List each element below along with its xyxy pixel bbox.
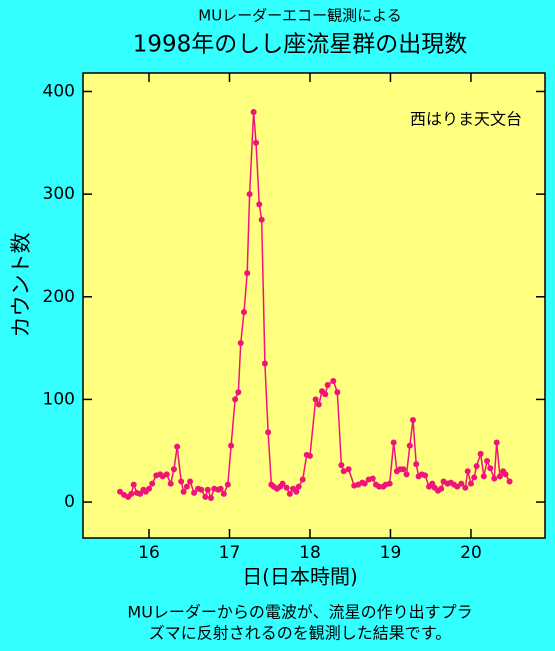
data-point xyxy=(220,490,227,497)
data-point xyxy=(232,396,239,403)
data-point xyxy=(180,488,187,495)
data-point xyxy=(253,139,260,146)
data-point xyxy=(422,472,429,479)
data-point xyxy=(170,466,177,473)
data-point xyxy=(286,490,293,497)
footnote: MUレーダーからの電波が、流星の作り出すプラ xyxy=(127,603,472,622)
x-tick-label: 20 xyxy=(460,543,482,563)
data-point xyxy=(340,468,347,475)
data-point xyxy=(484,458,491,465)
data-point xyxy=(130,481,137,488)
data-point xyxy=(265,429,272,436)
y-tick-label: 200 xyxy=(43,287,75,307)
data-point xyxy=(240,309,247,316)
chart-title: 1998年のしし座流星群の出現数 xyxy=(133,32,468,58)
x-tick-label: 18 xyxy=(299,543,321,563)
y-tick-label: 400 xyxy=(43,81,75,101)
data-point xyxy=(167,480,174,487)
data-point xyxy=(283,484,290,491)
data-point xyxy=(224,481,231,488)
data-point xyxy=(471,474,478,481)
data-point xyxy=(487,465,494,472)
data-point xyxy=(163,471,170,478)
data-point xyxy=(174,443,181,450)
data-point xyxy=(502,471,509,478)
data-point xyxy=(198,486,205,493)
data-point xyxy=(467,480,474,487)
x-tick-label: 16 xyxy=(138,543,160,563)
data-point xyxy=(330,377,337,384)
data-point xyxy=(462,484,469,491)
data-point xyxy=(258,216,265,223)
data-point xyxy=(217,485,224,492)
data-point xyxy=(204,486,211,493)
y-axis-label: カウント数 xyxy=(9,233,33,338)
data-point xyxy=(293,488,300,495)
chart-subtitle: MUレーダーエコー観測による xyxy=(198,7,401,25)
data-point xyxy=(477,450,484,457)
y-tick-label: 300 xyxy=(43,184,75,204)
data-point xyxy=(406,442,413,449)
data-point xyxy=(338,462,345,469)
data-point xyxy=(506,478,513,485)
data-point xyxy=(369,475,376,482)
data-point xyxy=(187,478,194,485)
data-point xyxy=(183,483,190,490)
data-point xyxy=(390,439,397,446)
annotation: 西はりま天文台 xyxy=(410,110,522,129)
data-point xyxy=(299,476,306,483)
data-point xyxy=(178,478,185,485)
data-point xyxy=(279,480,286,487)
data-point xyxy=(306,452,313,459)
data-point xyxy=(207,494,214,501)
data-point xyxy=(361,480,368,487)
data-point xyxy=(146,485,152,492)
data-point xyxy=(244,270,251,277)
plot-area xyxy=(82,72,546,539)
data-point xyxy=(250,109,257,116)
data-point xyxy=(345,466,352,473)
data-point xyxy=(235,389,242,396)
data-point xyxy=(315,401,322,408)
data-point xyxy=(228,442,235,449)
x-axis-label: 日(日本時間) xyxy=(242,565,358,589)
data-point xyxy=(458,480,465,487)
data-point xyxy=(386,480,393,487)
data-point xyxy=(403,471,410,478)
data-point xyxy=(137,490,144,497)
data-point xyxy=(237,339,244,346)
footnote: ズマに反射されるのを観測した結果です。 xyxy=(149,624,451,643)
data-point xyxy=(496,473,503,480)
data-point xyxy=(261,360,268,367)
data-point xyxy=(493,439,500,446)
data-point xyxy=(149,480,156,487)
data-point xyxy=(413,461,420,468)
data-point xyxy=(322,391,329,398)
data-point xyxy=(491,475,498,482)
data-point xyxy=(128,490,135,497)
data-point xyxy=(312,396,319,403)
x-tick-label: 17 xyxy=(219,543,241,563)
x-tick-label: 19 xyxy=(380,543,402,563)
data-point xyxy=(438,485,445,492)
data-point xyxy=(202,493,209,500)
data-point xyxy=(324,382,331,389)
y-tick-label: 0 xyxy=(64,492,75,512)
y-tick-label: 100 xyxy=(43,389,75,409)
data-point xyxy=(464,468,471,475)
data-point xyxy=(246,191,253,198)
data-point xyxy=(295,483,302,490)
data-point xyxy=(256,201,263,208)
data-point xyxy=(480,473,487,480)
data-point xyxy=(473,463,480,470)
data-point xyxy=(334,389,341,396)
data-point xyxy=(400,466,407,473)
data-point xyxy=(410,416,416,423)
data-point xyxy=(191,489,198,496)
